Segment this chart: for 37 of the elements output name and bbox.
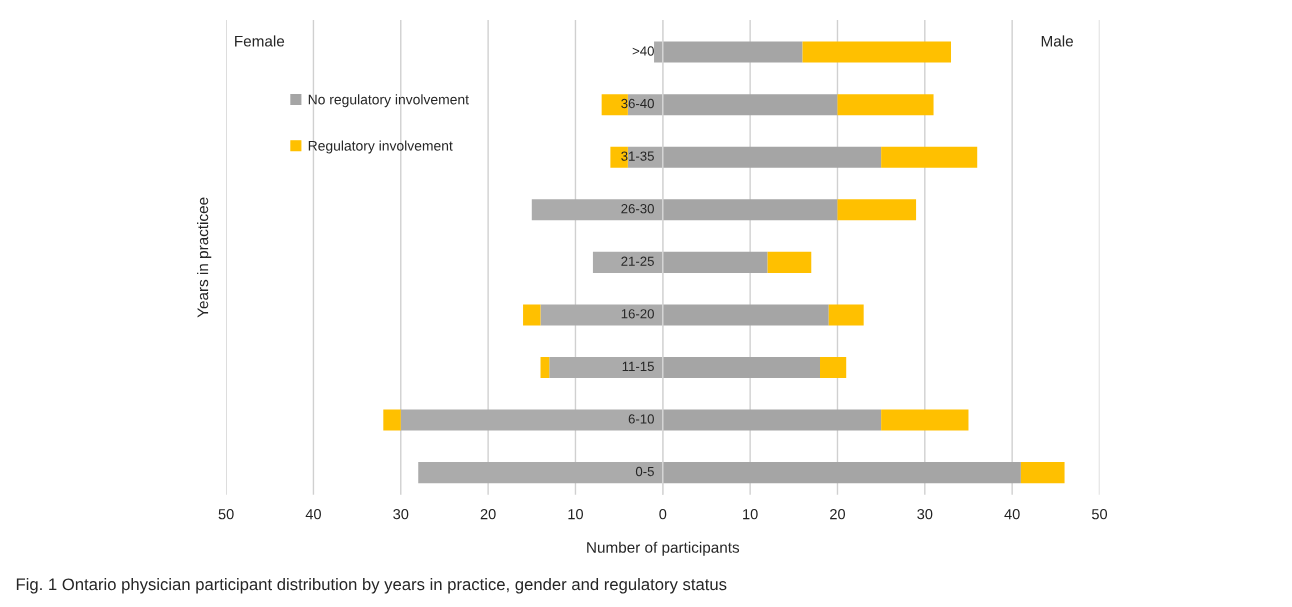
x-tick-label: 20	[480, 508, 496, 520]
y-tick-label: >40	[632, 46, 654, 56]
bar	[383, 409, 401, 431]
annotation: Male	[1041, 35, 1073, 47]
x-tick-label: 30	[917, 508, 933, 520]
bar	[540, 356, 550, 379]
x-tick-label: 50	[1091, 508, 1108, 520]
x-tick-label: 40	[1004, 508, 1020, 520]
bar	[1020, 462, 1065, 484]
bar	[881, 146, 978, 168]
x-tick-label: 10	[743, 508, 758, 520]
y-tick-label: 11-15	[622, 361, 654, 372]
bar	[881, 409, 969, 431]
bar	[828, 304, 864, 326]
y-tick-label: 16-20	[621, 309, 654, 319]
bar	[837, 199, 917, 221]
bar	[523, 304, 541, 326]
x-tick-label: 50	[218, 508, 234, 520]
y-tick-label: 21-25	[621, 256, 654, 266]
bar	[820, 356, 847, 379]
x-tick-label: 20	[830, 508, 846, 520]
y-axis-title: Years in practicee	[197, 197, 212, 318]
x-axis-title: Number of participants	[587, 541, 740, 556]
annotation: Female	[235, 35, 285, 47]
bar	[767, 251, 812, 273]
y-tick-label: 0-5	[635, 466, 654, 477]
bar	[802, 41, 952, 63]
bar	[837, 94, 934, 116]
x-tick-label: 10	[568, 508, 583, 520]
x-tick-label: 0	[659, 508, 667, 520]
legend-label: No regulatory involvement	[308, 94, 469, 108]
y-tick-label: 26-30	[621, 203, 654, 214]
legend-label: Regulatory involvement	[308, 140, 453, 154]
caption: Fig. 1 Ontario physician participant distribution by years in practice, gender and regulatory status	[16, 577, 727, 594]
y-tick-label: 6-10	[628, 414, 654, 424]
x-tick-label: 40	[305, 508, 321, 520]
x-tick-label: 30	[393, 508, 409, 520]
